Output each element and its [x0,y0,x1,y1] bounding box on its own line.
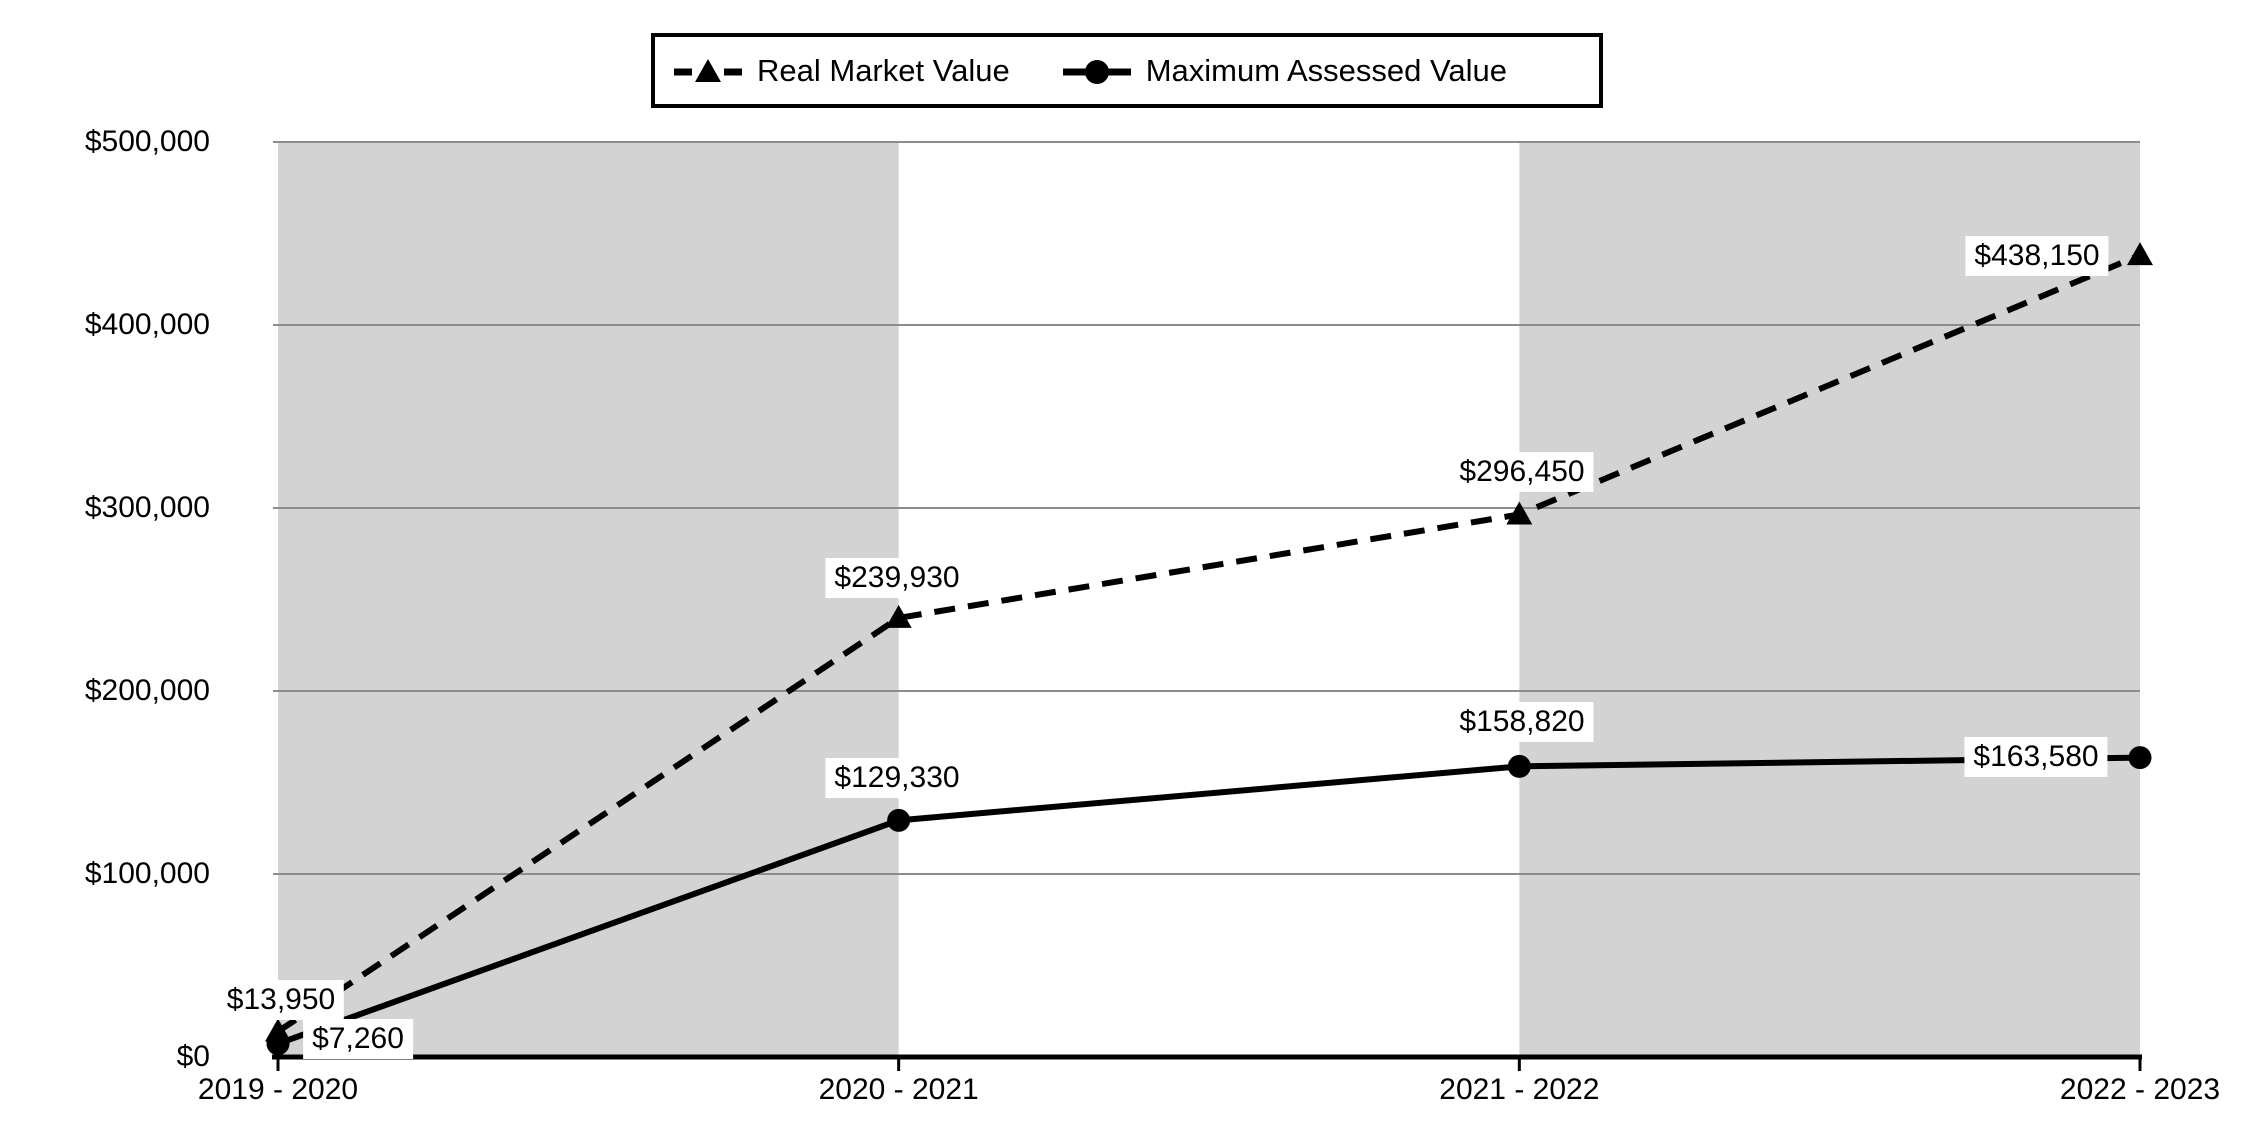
legend-label-maximum-assessed-value: Maximum Assessed Value [1145,52,1507,88]
legend: Real Market Value Maximum Assessed Value [651,33,1603,108]
data-label: $296,450 [1450,452,1594,492]
data-label: $13,950 [217,980,345,1020]
y-axis-label: $500,000 [84,125,210,158]
y-axis-label: $200,000 [84,674,210,707]
dashed-line-triangle-marker-icon [674,58,742,82]
data-label: $7,260 [303,1019,413,1059]
x-axis-label: 2021 - 2022 [1439,1073,1600,1106]
x-axis-label: 2020 - 2021 [818,1073,979,1106]
marker-circle [1507,754,1531,778]
x-axis-label: 2019 - 2020 [197,1073,359,1106]
data-label: $239,930 [825,558,969,598]
series-line-real-market-value [276,252,2142,1034]
data-label: $129,330 [825,758,969,798]
marker-circle [887,808,911,832]
marker-triangle [885,604,912,628]
solid-line-circle-marker-icon [1062,59,1131,84]
legend-label-real-market-value: Real Market Value [757,52,1010,88]
plot-band [278,142,899,1057]
x-axis-label: 2022 - 2023 [2059,1073,2221,1106]
y-axis-label: $0 [176,1040,210,1073]
y-axis-label: $100,000 [84,857,210,890]
plot-band [1519,142,2140,1057]
legend-item-maximum-assessed-value: Maximum Assessed Value [1062,51,1507,91]
series-line-maximum-assessed-value [276,754,2141,1047]
legend-item-real-market-value: Real Market Value [673,51,1010,91]
marker-triangle [2127,242,2153,266]
data-label: $438,150 [1965,236,2109,276]
data-label: $158,820 [1450,702,1594,742]
marker-circle [2128,746,2152,770]
data-label: $163,580 [1964,737,2108,777]
y-axis-label: $400,000 [84,308,210,341]
marker-triangle [1506,501,1533,525]
y-axis-label: $300,000 [84,491,210,524]
marker-circle [266,1032,290,1056]
